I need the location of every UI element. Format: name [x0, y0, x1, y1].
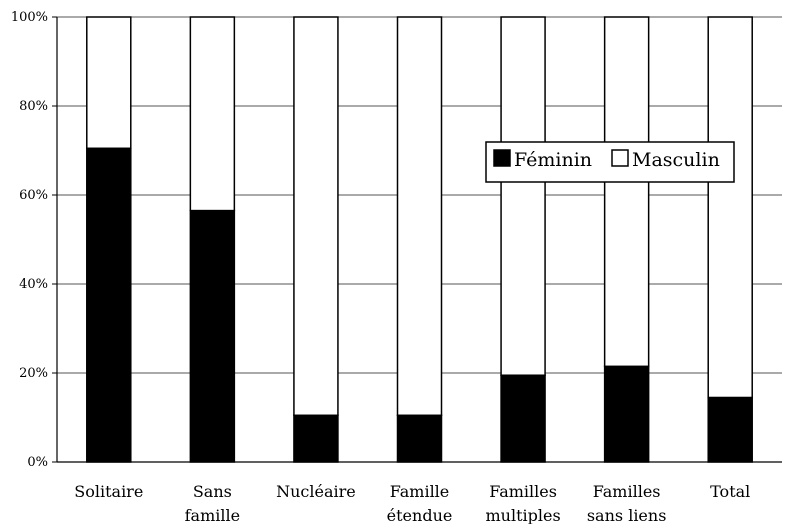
y-tick-label: 20%: [19, 366, 48, 381]
legend: Féminin Masculin: [486, 142, 734, 182]
y-tick-label: 60%: [19, 188, 48, 203]
legend-swatch-masculin: [612, 150, 628, 166]
x-category-label: Solitaire: [74, 482, 143, 501]
x-category-label: multiples: [485, 506, 560, 524]
bars: [87, 17, 752, 462]
x-category-label: Nucléaire: [276, 482, 356, 501]
y-tick-labels: 0% 20% 40% 60% 80% 100%: [11, 10, 48, 470]
bar-segment-feminin: [605, 366, 649, 462]
x-category-labels: Solitaire Sans famille Nucléaire Famille éten…: [74, 482, 750, 524]
bar-segment-feminin: [708, 397, 752, 462]
bar-segment-masculin: [190, 17, 234, 211]
bar-segment-feminin: [294, 415, 338, 462]
x-category-label: sans liens: [587, 506, 667, 524]
y-tick-label: 80%: [19, 99, 48, 114]
bar-segment-masculin: [708, 17, 752, 397]
bar-segment-masculin: [501, 17, 545, 375]
legend-label-feminin: Féminin: [514, 149, 592, 171]
x-category-label: étendue: [387, 506, 453, 524]
y-tick-label: 40%: [19, 277, 48, 292]
x-category-label: Familles: [489, 482, 557, 501]
legend-swatch-feminin: [494, 150, 510, 166]
y-tick-label: 100%: [11, 10, 48, 25]
bar-segment-feminin: [87, 148, 131, 462]
y-tick-label: 0%: [27, 455, 48, 470]
bar-segment-feminin: [398, 415, 442, 462]
bar-segment-masculin: [605, 17, 649, 366]
bar-segment-feminin: [501, 375, 545, 462]
bar-segment-masculin: [294, 17, 338, 415]
x-category-label: famille: [185, 506, 240, 524]
x-category-label: Familles: [593, 482, 661, 501]
legend-label-masculin: Masculin: [632, 149, 720, 171]
x-category-label: Famille: [390, 482, 450, 501]
x-category-label: Sans: [193, 482, 232, 501]
bar-segment-feminin: [190, 211, 234, 462]
bar-segment-masculin: [398, 17, 442, 415]
bar-segment-masculin: [87, 17, 131, 148]
x-category-label: Total: [710, 482, 750, 501]
